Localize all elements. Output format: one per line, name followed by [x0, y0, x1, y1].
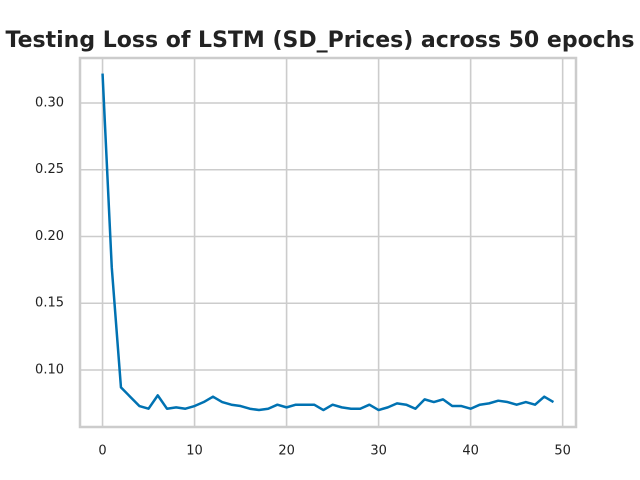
x-tick-label: 10 — [186, 444, 203, 459]
x-tick-label: 20 — [278, 444, 295, 459]
chart-title: Testing Loss of LSTM (SD_Prices) across … — [6, 28, 635, 53]
plot-frame — [78, 56, 578, 429]
y-tick-label: 0.20 — [35, 229, 64, 244]
y-tick-label: 0.10 — [35, 362, 64, 377]
y-tick-label: 0.25 — [35, 162, 64, 177]
line-series — [101, 73, 555, 412]
x-tick-label: 50 — [554, 444, 571, 459]
x-tick-label: 30 — [370, 444, 387, 459]
x-tick-label: 40 — [462, 444, 479, 459]
x-tick-label: 0 — [98, 444, 106, 459]
y-tick-label: 0.15 — [35, 296, 64, 311]
y-tick-label: 0.30 — [35, 95, 64, 110]
